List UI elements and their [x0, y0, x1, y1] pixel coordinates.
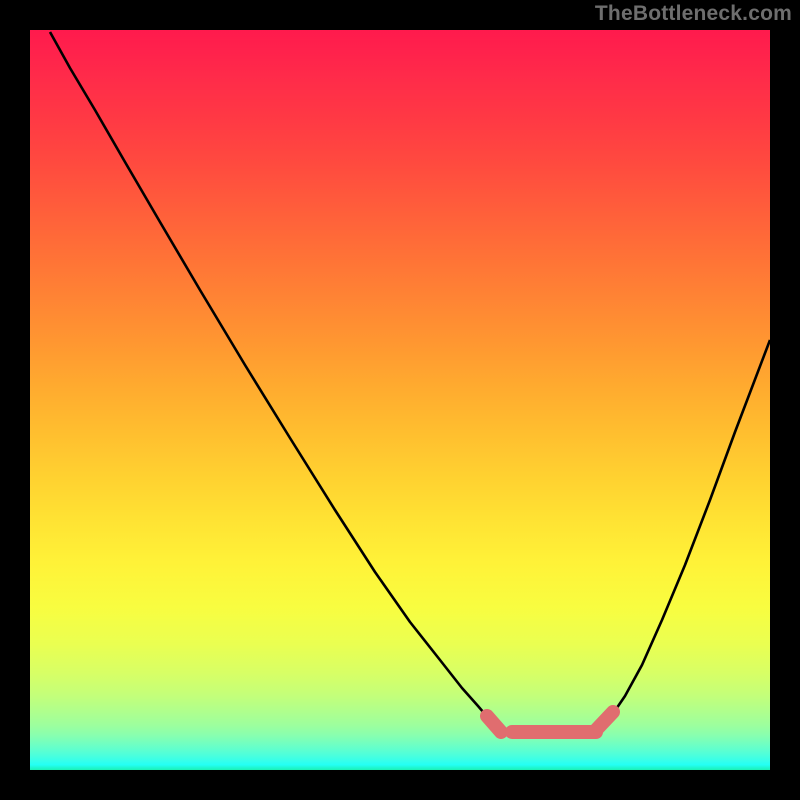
highlight-segment: [487, 716, 501, 732]
plot-area: [30, 30, 770, 770]
highlight-segment: [596, 712, 613, 730]
watermark-text: TheBottleneck.com: [595, 2, 792, 26]
bottleneck-highlight: [0, 0, 800, 800]
chart-canvas: TheBottleneck.com: [0, 0, 800, 800]
